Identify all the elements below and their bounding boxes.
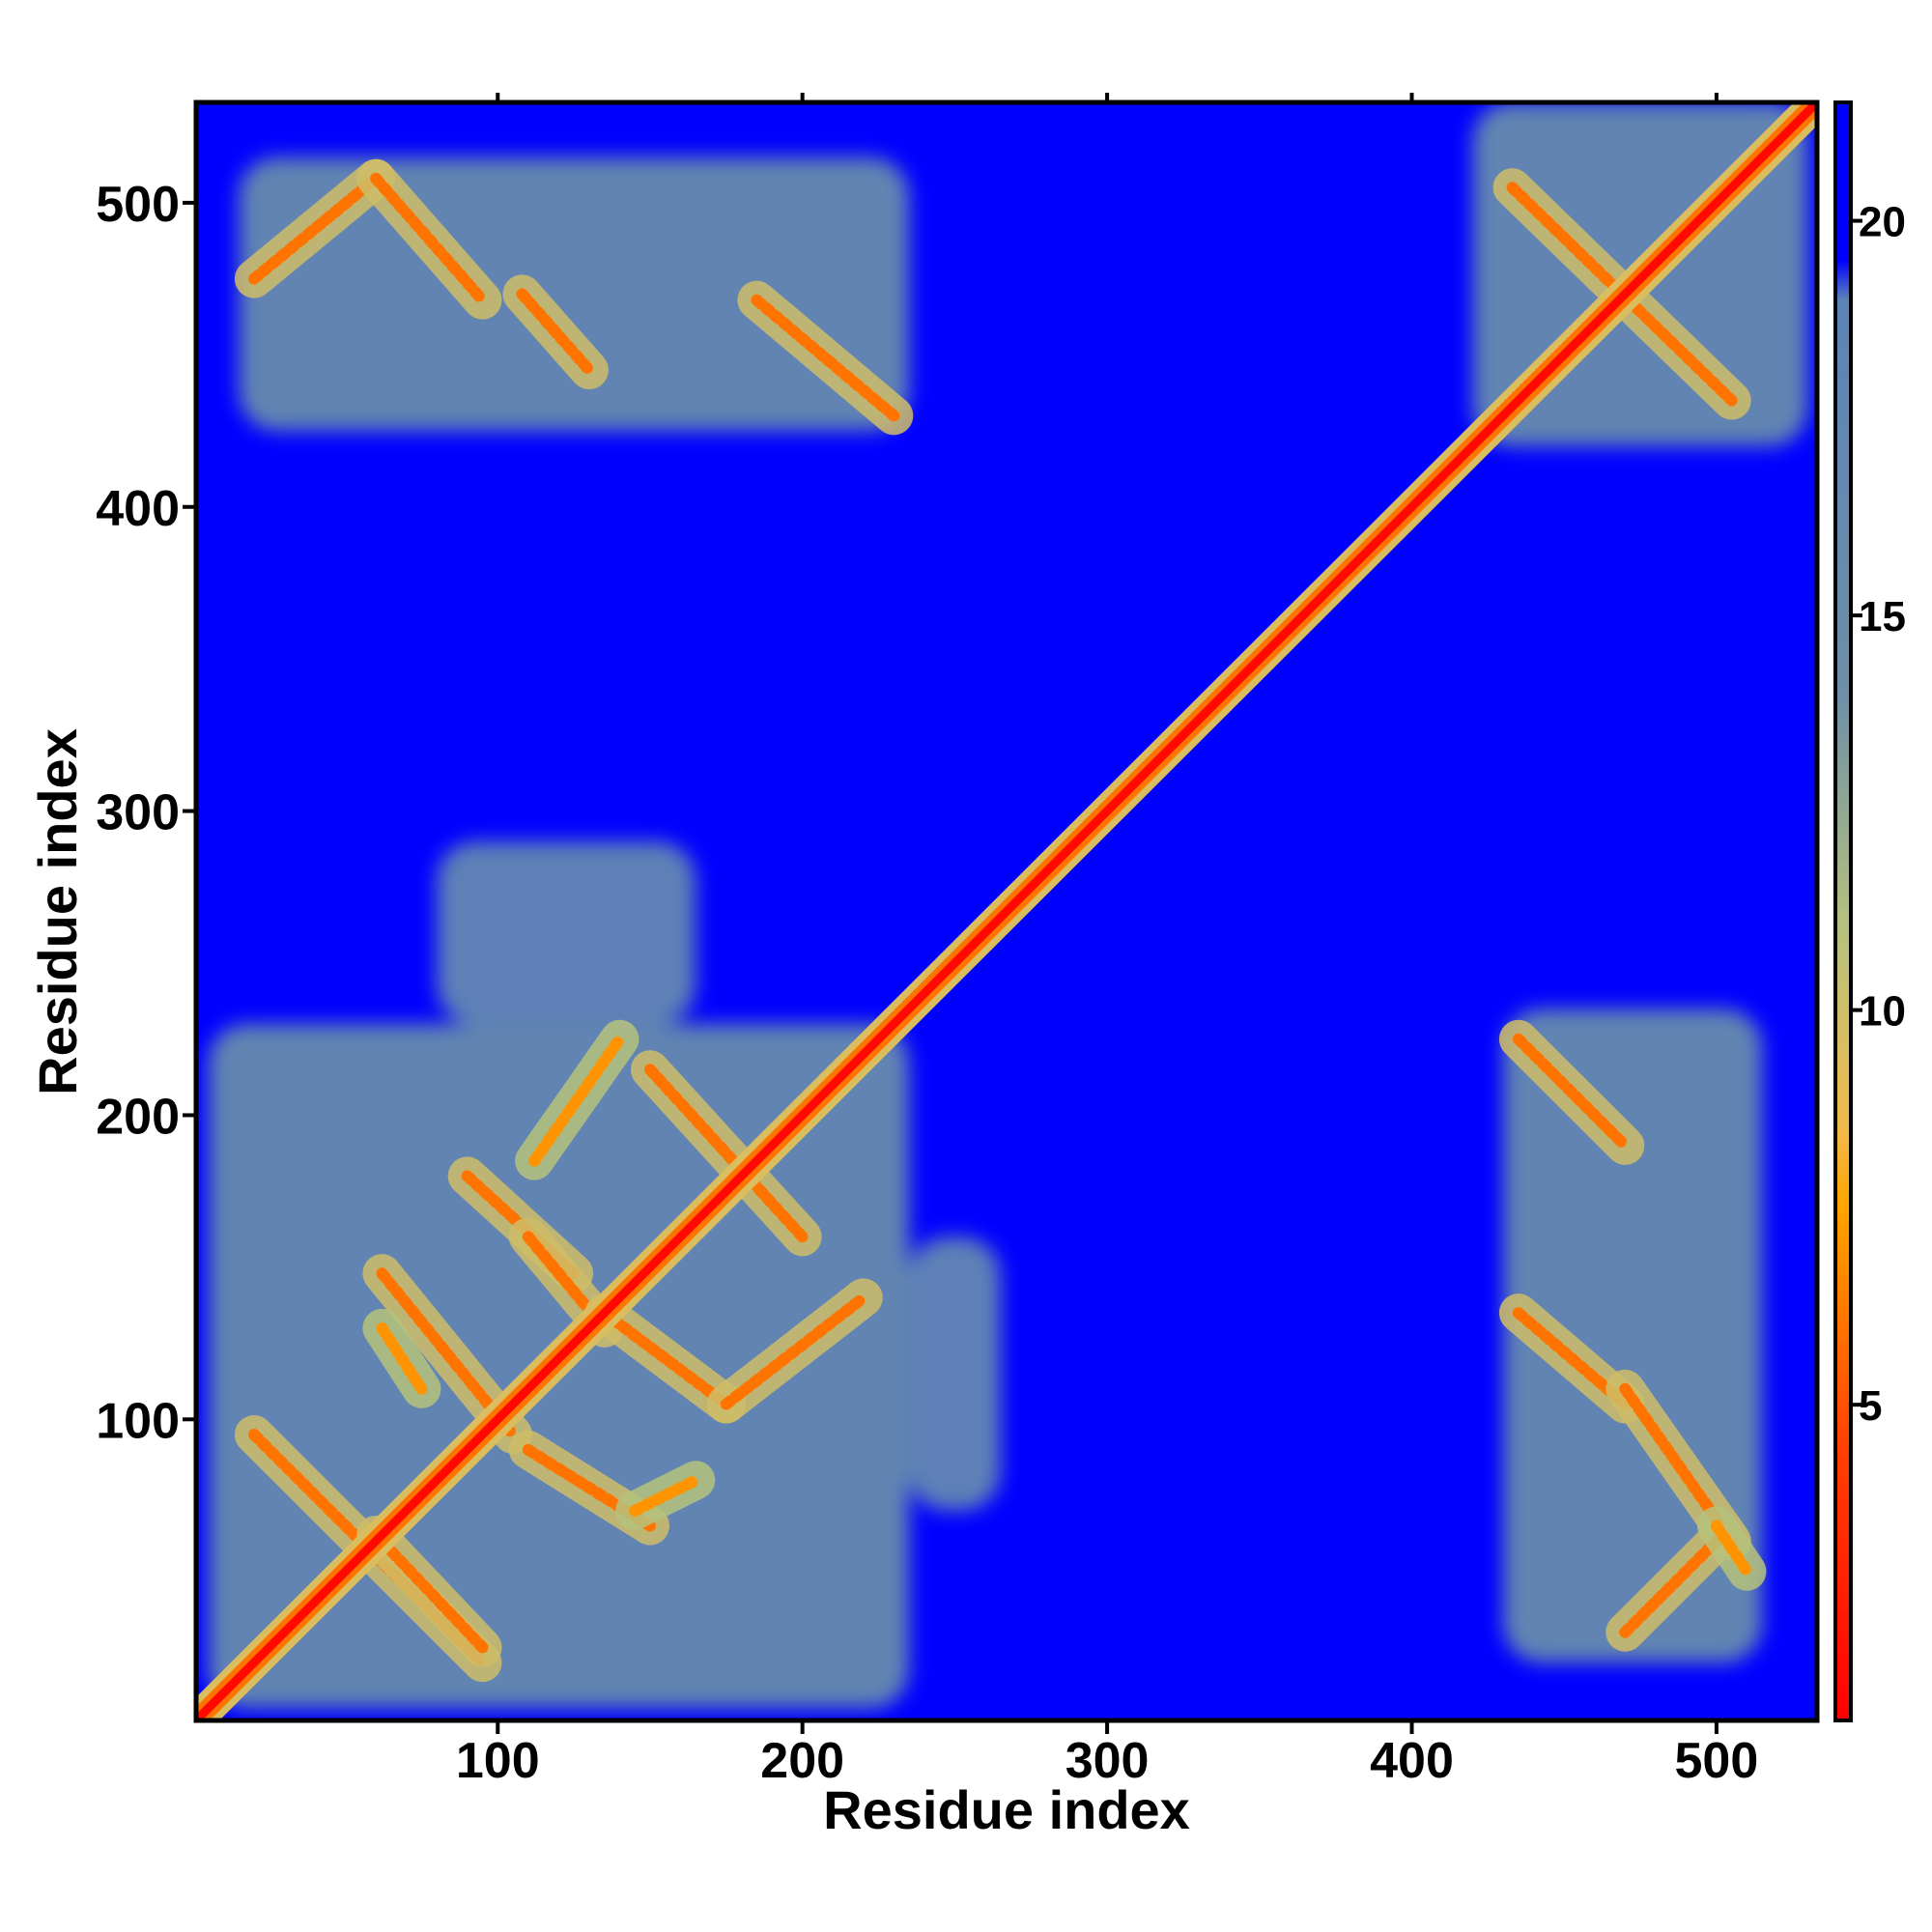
contact-segment-core-6 — [528, 1033, 626, 1167]
x-tick-label-300: 300 — [1065, 1733, 1150, 1789]
heatmap-plot-area — [196, 102, 1817, 1720]
contact-segment-core-9 — [720, 1292, 869, 1410]
contact-segment-core-12 — [376, 1321, 428, 1395]
contact-region-6 — [909, 1236, 1001, 1511]
y-tick-label-400: 400 — [96, 481, 180, 537]
contact-segment-core-18 — [247, 172, 383, 285]
diagonal-band — [196, 102, 1817, 1720]
colorbar-tick-label-15: 15 — [1859, 593, 1906, 640]
contact-segment-core-2 — [370, 1528, 489, 1654]
contact-segment-core-8 — [598, 1307, 732, 1410]
contact-segment-core-11 — [629, 1474, 702, 1517]
contact-segment-core-13 — [1512, 1033, 1632, 1151]
colorbar-ticks: 5 10 15 20 — [1851, 199, 1906, 1430]
colorbar: 5 10 15 20 — [1833, 100, 1906, 1722]
x-tick-label-200: 200 — [760, 1733, 844, 1789]
colorbar-tick-label-10: 10 — [1859, 988, 1906, 1036]
colorbar-tick-label-5: 5 — [1859, 1382, 1882, 1430]
y-tick-label-200: 200 — [96, 1089, 180, 1145]
contact-segment-core-19 — [370, 172, 489, 306]
y-tick-label-500: 500 — [96, 177, 180, 233]
y-tick-label-300: 300 — [96, 785, 180, 841]
x-tick-label-100: 100 — [456, 1733, 540, 1789]
x-tick-label-500: 500 — [1675, 1733, 1759, 1789]
diagonal-core — [196, 102, 1817, 1720]
colorbar-tick-label-20: 20 — [1859, 199, 1906, 246]
colorbar-frame — [1833, 100, 1853, 1722]
contact-segment-core-7 — [643, 1064, 809, 1243]
contact-segment-core-17 — [1710, 1520, 1753, 1577]
x-axis-ticks: 100 200 300 400 500 — [456, 93, 1758, 1789]
y-tick-label-100: 100 — [96, 1393, 180, 1449]
colorbar-fill — [1835, 102, 1851, 1720]
contact-segment-core-21 — [751, 294, 900, 422]
plot-frame — [193, 99, 1820, 1723]
contact-region-2 — [437, 841, 696, 1024]
x-tick-label-400: 400 — [1370, 1733, 1454, 1789]
y-axis-label: Residue index — [27, 728, 88, 1095]
contact-segment-core-20 — [516, 288, 595, 377]
contact-segment-core-16 — [1619, 1535, 1722, 1638]
x-axis-label: Residue index — [823, 1779, 1190, 1840]
y-axis-ticks: 100 200 300 400 500 — [96, 177, 196, 1449]
